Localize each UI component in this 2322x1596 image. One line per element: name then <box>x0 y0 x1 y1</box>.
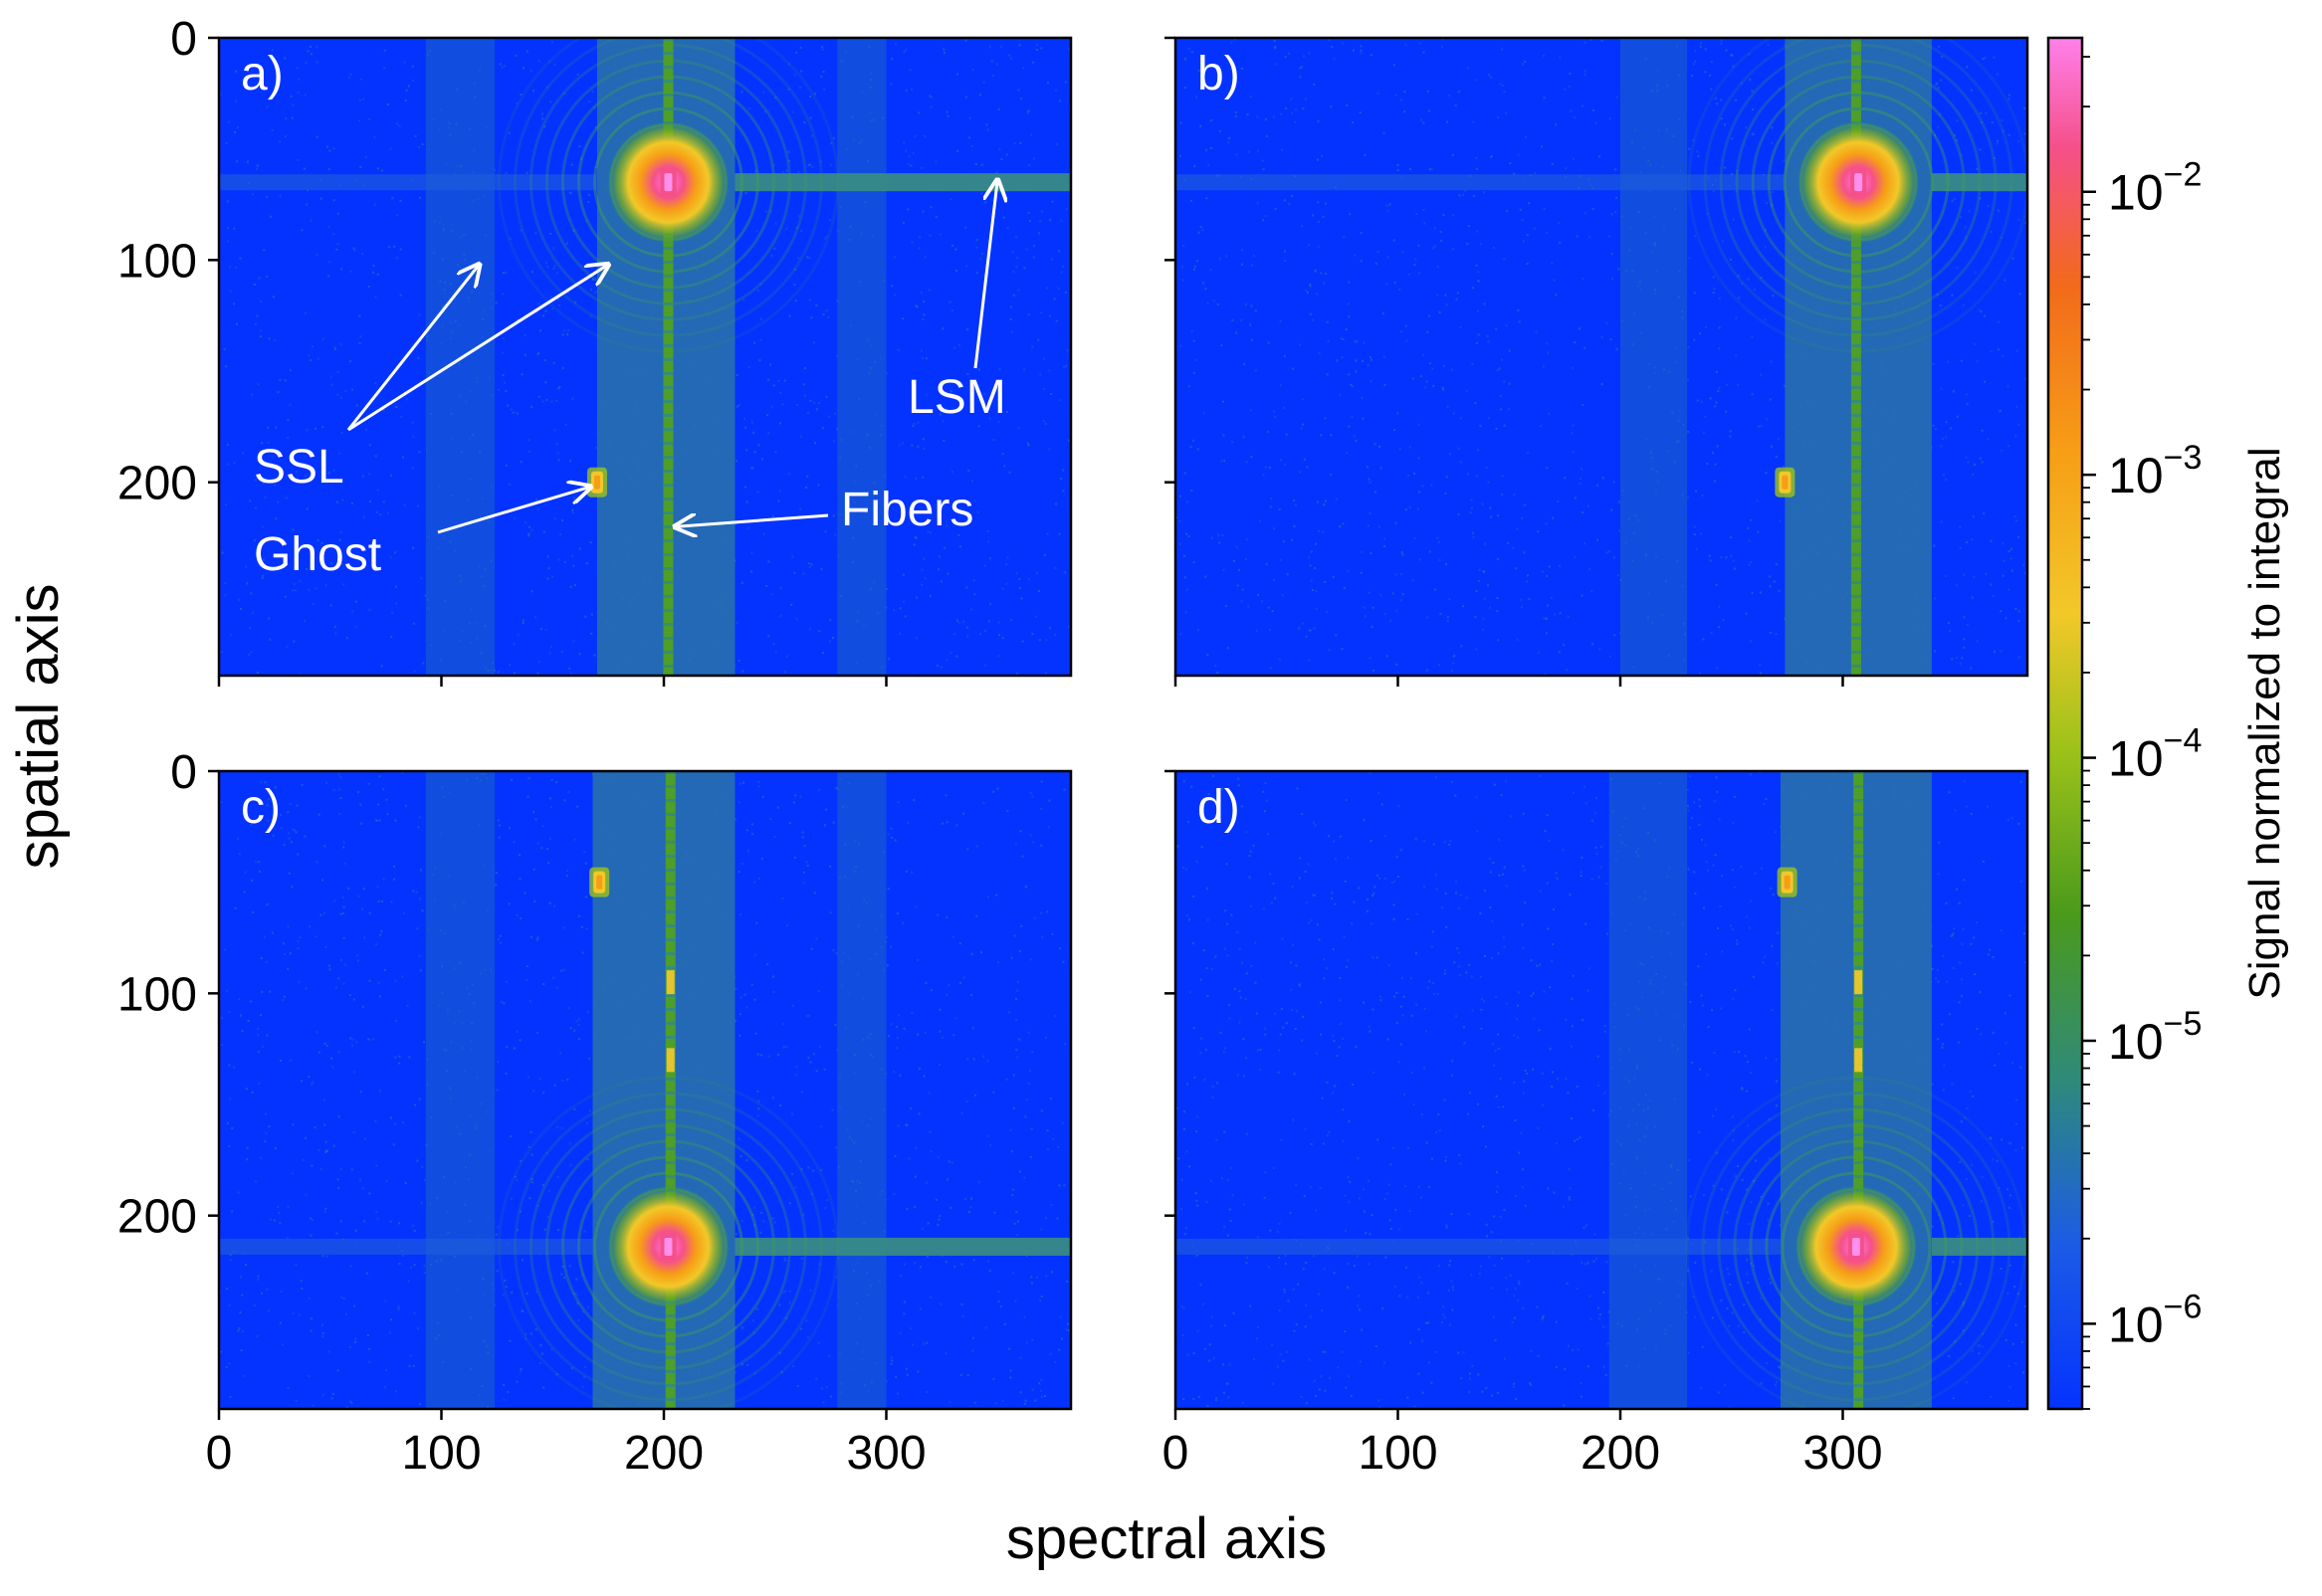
colorbar-tick-label: 10−2 <box>2108 156 2202 221</box>
fiber-hotspot <box>1854 1048 1863 1073</box>
heatmap-panel-a: a) 0 100 200 <box>117 13 1073 687</box>
colorbar-tick-label: 10−5 <box>2108 1005 2202 1070</box>
annotation-arrow <box>347 265 608 432</box>
y-tick-label: 200 <box>117 458 197 510</box>
lsm-stripe <box>1931 173 2027 192</box>
heatmap-image-d <box>1175 771 2027 1409</box>
panel-frame <box>1173 36 2029 678</box>
y-axis-label: spatial axis <box>6 584 71 870</box>
panel-a-annotations: SSL Ghost Fibers LSM <box>254 180 1006 581</box>
x-tick-label: 0 <box>1162 1427 1189 1480</box>
horizontal-streak <box>219 1238 593 1255</box>
x-tick-label: 0 <box>206 1427 233 1480</box>
ssl-band <box>592 771 736 1409</box>
colorbar-tick-label: 10−3 <box>2108 439 2202 503</box>
y-tick-label: 200 <box>117 1191 197 1244</box>
faint-band <box>425 771 496 1409</box>
fiber-line <box>665 771 676 1409</box>
x-tick-label: 300 <box>1802 1427 1882 1480</box>
horizontal-streak <box>219 174 597 191</box>
faint-band <box>837 38 887 676</box>
heatmap-panel-b: b) <box>1164 36 2029 687</box>
x-tick-label: 100 <box>1358 1427 1437 1480</box>
fiber-hotspot <box>666 970 675 995</box>
annotation-lsm: LSM <box>908 371 1006 424</box>
y-tick-label: 100 <box>117 968 197 1021</box>
colorbar-tick-label: 10−6 <box>2108 1288 2202 1352</box>
panel-label-c: c) <box>241 781 281 834</box>
faint-band <box>1608 771 1688 1409</box>
panel-frame <box>217 769 1073 1411</box>
horizontal-streak <box>1175 174 1786 191</box>
fiber-hotspot <box>1854 970 1863 995</box>
colorbar: 10−6 10−5 10−4 10−3 10−2 Signal normalized t… <box>2046 36 2289 1411</box>
fiber-hotspot <box>666 1048 675 1073</box>
annotation-ssl: SSL <box>254 441 344 494</box>
x-axis-label: spectral axis <box>1006 1506 1327 1571</box>
x-tick-label: 100 <box>401 1427 481 1480</box>
faint-band <box>837 771 887 1409</box>
annotation-fibers: Fibers <box>841 484 973 536</box>
panel-frame <box>1173 769 2029 1411</box>
colorbar-label: Signal normalized to integral <box>2240 447 2289 999</box>
faint-band <box>1619 38 1688 676</box>
heatmap-panel-c: c) 0 100 200 300 0 100 200 <box>117 746 1073 1480</box>
y-tick-label: 0 <box>170 746 197 799</box>
y-tick-label: 100 <box>117 235 197 288</box>
panel-label-d: d) <box>1197 781 1240 834</box>
heatmap-image-c <box>219 771 1071 1409</box>
x-tick-label: 200 <box>1581 1427 1660 1480</box>
panel-label-b: b) <box>1197 48 1240 100</box>
lsm-stripe <box>1931 1237 2027 1256</box>
y-tick-label: 0 <box>170 13 197 66</box>
panel-label-a: a) <box>241 48 284 100</box>
lsm-stripe <box>735 173 1071 192</box>
x-tick-label: 200 <box>624 1427 704 1480</box>
colorbar-gradient <box>2046 36 2084 1411</box>
lsm-stripe <box>735 1237 1071 1256</box>
annotation-arrow <box>973 180 997 369</box>
horizontal-streak <box>1175 1238 1781 1255</box>
annotation-arrow <box>346 265 479 431</box>
annotation-ghost: Ghost <box>254 528 381 581</box>
fiber-line <box>1853 771 1864 1409</box>
colorbar-tick-label: 10−4 <box>2108 722 2202 787</box>
heatmap-image-b <box>1175 38 2027 676</box>
panel-frame <box>217 36 1073 678</box>
annotation-arrow <box>675 515 829 526</box>
heatmap-image-a <box>219 38 1071 676</box>
heatmap-panel-d: d) 0 100 200 300 <box>1162 769 2029 1480</box>
annotation-arrow <box>437 487 590 534</box>
x-tick-label: 300 <box>846 1427 926 1480</box>
faint-band <box>425 38 496 676</box>
